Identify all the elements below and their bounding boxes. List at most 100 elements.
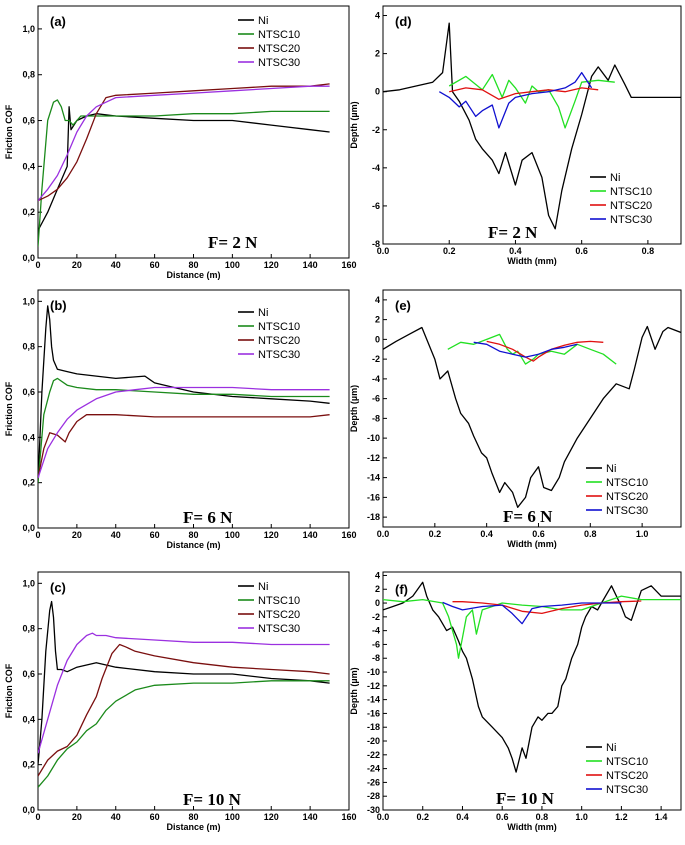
series-line-ni	[38, 106, 330, 231]
y-tick-label: -30	[367, 805, 380, 815]
y-tick-label: 0,4	[22, 714, 35, 724]
x-axis-label: Width (mm)	[507, 539, 556, 549]
y-tick-label: 0,4	[22, 161, 35, 171]
y-tick-label: -8	[372, 653, 380, 663]
load-label: F= 6 N	[183, 508, 233, 527]
y-tick-label: -22	[367, 750, 380, 760]
series-line-ntsc10	[38, 680, 330, 788]
y-tick-label: 0	[375, 87, 380, 97]
panel-label: (f)	[395, 582, 408, 597]
panel-label: (a)	[50, 14, 66, 29]
y-tick-label: -4	[372, 374, 380, 384]
series-group	[38, 305, 330, 483]
series-line-ntsc30	[473, 341, 578, 358]
series-group	[383, 325, 681, 508]
legend-entry: Ni	[610, 172, 620, 184]
y-tick-label: 1,0	[22, 24, 35, 34]
x-tick-label: 160	[341, 530, 356, 540]
x-tick-label: 160	[341, 812, 356, 822]
y-tick-label: -26	[367, 777, 380, 787]
x-tick-label: 0.8	[536, 812, 549, 822]
y-axis-label: Depth (µm)	[349, 385, 359, 432]
y-tick-label: 4	[375, 570, 380, 580]
y-axis-label: Depth (µm)	[349, 667, 359, 714]
y-tick-label: -2	[372, 354, 380, 364]
load-label: F= 6 N	[503, 507, 553, 526]
x-tick-label: 120	[264, 530, 279, 540]
legend-entry: Ni	[258, 15, 268, 27]
y-tick-label: 0	[375, 598, 380, 608]
x-tick-label: 100	[225, 260, 240, 270]
plot-frame	[382, 5, 682, 245]
x-tick-label: 0.8	[642, 246, 655, 256]
legend-entry: NTSC10	[258, 29, 300, 41]
series-line-ntsc20	[449, 87, 599, 100]
legend-entry: NTSC10	[606, 756, 648, 768]
panel-d: 0.0 0.2 0.4 0.6 0.8 4 2 0 -2 -4 -6 -8 Width (mm) Dept…	[349, 5, 682, 266]
load-label: F= 10 N	[496, 789, 555, 808]
x-tick-label: 0.2	[429, 529, 442, 539]
y-tick-label: -14	[367, 695, 380, 705]
x-tick-label: 0.2	[443, 246, 456, 256]
series-group	[383, 22, 681, 230]
series-line-ntsc10	[38, 377, 330, 483]
x-tick-label: 20	[72, 530, 82, 540]
y-tick-label: -20	[367, 736, 380, 746]
x-tick-label: 140	[303, 530, 318, 540]
panel-label: (e)	[395, 298, 411, 313]
y-tick-label: -6	[372, 639, 380, 649]
y-tick-label: -8	[372, 413, 380, 423]
legend-entry: NTSC30	[258, 57, 300, 69]
legend-entry: NTSC30	[606, 784, 648, 796]
legend-entry: NTSC20	[606, 770, 648, 782]
x-tick-label: 80	[188, 260, 198, 270]
plot-frame	[382, 289, 682, 528]
y-tick-label: -10	[367, 667, 380, 677]
legend-entry: NTSC30	[606, 505, 648, 517]
legend-entry: NTSC20	[258, 43, 300, 55]
series-line-ntsc10	[383, 595, 681, 659]
x-tick-label: 0.4	[480, 529, 493, 539]
panel-label: (b)	[50, 298, 67, 313]
x-tick-label: 80	[188, 530, 198, 540]
y-tick-label: -12	[367, 453, 380, 463]
y-tick-label: -18	[367, 512, 380, 522]
y-axis-label: Friction COF	[4, 104, 14, 159]
panel-e: 0.0 0.2 0.4 0.6 0.8 1.0 4 2 0 -2 -4 -6 -8 -10 -12 -14 -1…	[349, 289, 682, 549]
y-tick-label: 2	[375, 49, 380, 59]
plot-frame	[37, 571, 350, 811]
x-tick-label: 0	[35, 530, 40, 540]
x-tick-label: 20	[72, 260, 82, 270]
x-tick-label: 60	[150, 812, 160, 822]
x-tick-label: 0	[35, 812, 40, 822]
x-tick-label: 60	[150, 260, 160, 270]
x-tick-label: 40	[111, 530, 121, 540]
x-tick-label: 120	[264, 260, 279, 270]
legend-entry: NTSC10	[610, 186, 652, 198]
y-tick-label: 4	[375, 11, 380, 21]
y-tick-label: -2	[372, 125, 380, 135]
plot-frame	[37, 289, 350, 529]
y-tick-label: -4	[372, 163, 380, 173]
x-tick-label: 0.6	[575, 246, 588, 256]
x-tick-label: 0.6	[532, 529, 545, 539]
x-tick-label: 0.2	[416, 812, 429, 822]
series-line-ntsc30	[438, 71, 593, 129]
panel-label: (c)	[50, 580, 66, 595]
legend-entry: NTSC20	[606, 491, 648, 503]
y-tick-label: 0,0	[22, 523, 35, 533]
y-tick-label: 0,6	[22, 387, 35, 397]
x-axis-label: Width (mm)	[507, 256, 556, 266]
x-tick-label: 40	[111, 812, 121, 822]
legend-entry: Ni	[606, 742, 616, 754]
y-tick-label: 0,8	[22, 342, 35, 352]
y-tick-label: 0,2	[22, 207, 35, 217]
x-tick-label: 20	[72, 812, 82, 822]
y-tick-label: 2	[375, 315, 380, 325]
y-tick-label: 4	[375, 295, 380, 305]
y-tick-label: -2	[372, 612, 380, 622]
y-tick-label: 0,2	[22, 760, 35, 770]
legend-entry: NTSC20	[258, 609, 300, 621]
series-line-ntsc10	[447, 333, 617, 365]
y-tick-label: -10	[367, 433, 380, 443]
